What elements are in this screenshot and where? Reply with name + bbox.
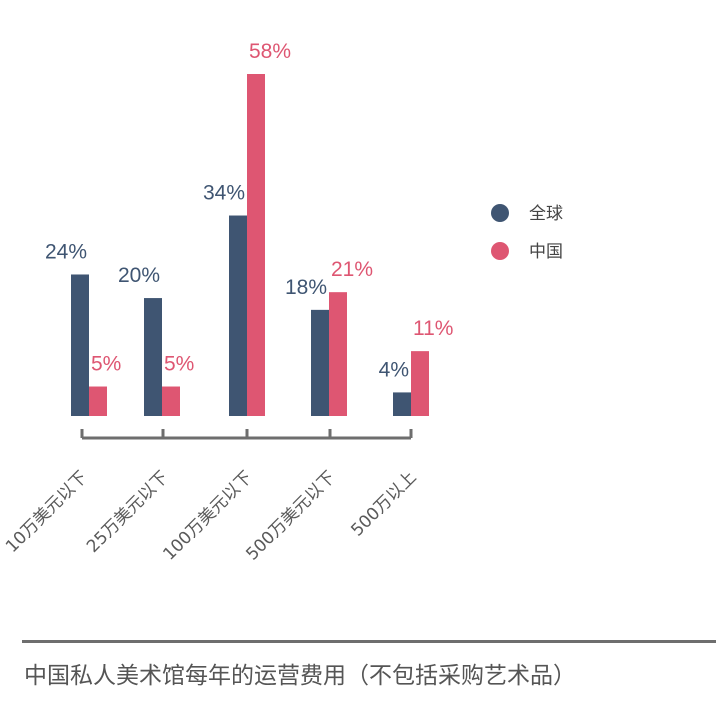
x-tick-label-0: 10万美元以下 xyxy=(2,467,92,557)
legend-marker-china xyxy=(491,242,509,260)
bar-global-0 xyxy=(71,274,89,416)
data-label-global-4: 4% xyxy=(379,358,409,381)
data-label-global-0: 24% xyxy=(45,240,87,263)
data-label-china-1: 5% xyxy=(164,353,194,376)
x-tick-label-1: 25万美元以下 xyxy=(83,467,173,557)
data-label-global-3: 18% xyxy=(285,276,327,299)
data-label-china-2: 58% xyxy=(249,40,291,63)
bar-global-1 xyxy=(144,298,162,416)
bar-china-3 xyxy=(329,292,347,416)
chart-caption: 中国私人美术馆每年的运营费用（不包括采购艺术品） xyxy=(24,663,576,689)
x-tick-label-4: 500万以上 xyxy=(347,467,420,540)
bar-china-4 xyxy=(411,351,429,416)
data-label-china-0: 5% xyxy=(91,353,121,376)
legend-marker-global xyxy=(491,204,509,222)
x-tick-label-3: 500万美元以下 xyxy=(242,467,339,564)
bar-china-2 xyxy=(247,74,265,416)
bar-china-0 xyxy=(89,386,107,416)
legend-label-china: 中国 xyxy=(529,242,563,262)
data-label-china-3: 21% xyxy=(331,258,373,281)
legend-label-global: 全球 xyxy=(529,204,563,224)
bar-china-1 xyxy=(162,386,180,416)
data-label-china-4: 11% xyxy=(413,317,453,340)
data-label-global-2: 34% xyxy=(203,182,245,205)
data-label-global-1: 20% xyxy=(118,264,160,287)
bar-global-2 xyxy=(229,215,247,416)
bar-global-3 xyxy=(311,309,329,416)
bars-layer: 24% 5% 20% 5% 34% 58% 18%21% 4%11% xyxy=(45,40,453,416)
bar-global-4 xyxy=(393,392,411,416)
caption-divider xyxy=(22,640,716,643)
